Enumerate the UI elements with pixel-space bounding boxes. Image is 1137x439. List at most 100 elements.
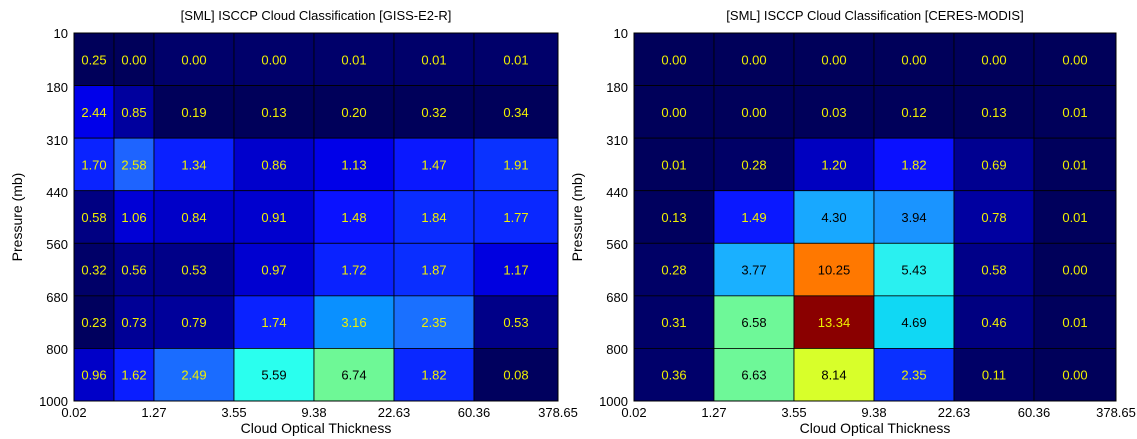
cell-value-label: 1.17 (503, 263, 528, 278)
heatmap-cell (1033, 295, 1117, 349)
cell-value-label: 0.13 (661, 210, 686, 225)
plot-frame (633, 32, 1117, 402)
cell-value-label: 0.19 (181, 105, 206, 120)
heatmap-cell (873, 242, 955, 297)
heatmap-cell (793, 32, 875, 86)
cell-value-label: 0.31 (661, 315, 686, 330)
cell-value-label: 0.13 (261, 105, 286, 120)
cell-value-label: 2.58 (121, 157, 146, 172)
cell-value-label: 0.01 (1062, 105, 1087, 120)
heatmap-cell (313, 85, 395, 139)
heatmap-cell (873, 137, 955, 192)
heatmap-cell (393, 137, 475, 192)
cell-value-label: 0.28 (661, 263, 686, 278)
heatmap-cell (793, 242, 875, 297)
heatmap-cell (113, 137, 155, 192)
heatmap-cell (473, 242, 559, 297)
x-tick-label: 9.38 (861, 405, 886, 420)
cell-value-label: 1.20 (821, 157, 846, 172)
cell-value-label: 0.00 (741, 52, 766, 67)
cell-value-label: 0.20 (341, 105, 366, 120)
cell-value-label: 0.03 (821, 105, 846, 120)
cell-value-label: 2.35 (421, 315, 446, 330)
cell-value-label: 10.25 (818, 263, 851, 278)
cell-value-label: 0.23 (81, 315, 106, 330)
heatmap-cell (633, 190, 715, 244)
heatmap-cell (1033, 32, 1117, 86)
cell-value-label: 1.70 (81, 157, 106, 172)
cell-value-label: 13.34 (818, 315, 851, 330)
heatmap-cell (113, 295, 155, 349)
cell-value-label: 0.32 (81, 263, 106, 278)
x-tick-label: 378.65 (1096, 405, 1136, 420)
x-tick-label: 0.02 (61, 405, 86, 420)
y-tick-label: 10 (614, 26, 628, 41)
cell-value-label: 0.86 (261, 157, 286, 172)
cell-value-label: 0.85 (121, 105, 146, 120)
heatmap-cell (953, 32, 1035, 86)
heatmap-cell (873, 348, 955, 402)
cell-value-label: 2.49 (181, 368, 206, 383)
y-tick-label: 180 (46, 80, 68, 95)
x-tick-label: 378.65 (538, 405, 578, 420)
cell-value-label: 1.72 (341, 263, 366, 278)
y-tick-label: 10 (54, 26, 68, 41)
cell-value-label: 0.73 (121, 315, 146, 330)
cell-value-label: 0.53 (503, 315, 528, 330)
cell-value-label: 0.69 (981, 157, 1006, 172)
cell-value-label: 6.58 (741, 315, 766, 330)
heatmap-panel-1: 0.25 0.00 0.00 0.00 0.01 0.01 0.01 2.44 0.85 0.19… (9, 8, 578, 436)
cell-value-label: 0.36 (661, 368, 686, 383)
x-tick-label: 9.38 (301, 405, 326, 420)
x-tick-label: 22.63 (938, 405, 971, 420)
heatmap-cell (473, 348, 559, 402)
y-tick-label: 180 (606, 80, 628, 95)
cell-value-label: 1.74 (261, 315, 286, 330)
cell-value-label: 0.32 (421, 105, 446, 120)
x-tick-label: 0.02 (621, 405, 646, 420)
cell-value-label: 0.00 (261, 52, 286, 67)
heatmap-cell (473, 85, 559, 139)
cell-value-label: 1.84 (421, 210, 446, 225)
cell-value-label: 0.34 (503, 105, 528, 120)
cell-value-label: 0.13 (981, 105, 1006, 120)
cell-value-label: 0.28 (741, 157, 766, 172)
heatmap-cell (233, 137, 315, 192)
heatmap-cell (793, 85, 875, 139)
heatmap-cell (953, 85, 1035, 139)
cell-value-label: 0.46 (981, 315, 1006, 330)
cell-value-label: 0.01 (503, 52, 528, 67)
heatmap-cell (113, 32, 155, 86)
cell-value-label: 1.82 (901, 157, 926, 172)
heatmap-cell (633, 137, 715, 192)
heatmap-cell (953, 242, 1035, 297)
heatmap-cell (1033, 137, 1117, 192)
cell-value-label: 0.58 (981, 263, 1006, 278)
heatmap-cell (953, 348, 1035, 402)
x-tick-label: 1.27 (141, 405, 166, 420)
heatmap-cell (393, 348, 475, 402)
heatmap-cell (873, 85, 955, 139)
x-tick-label: 3.55 (221, 405, 246, 420)
x-axis-label: Cloud Optical Thickness (241, 420, 392, 436)
heatmap-cell (153, 85, 235, 139)
cell-value-label: 0.96 (81, 368, 106, 383)
cell-value-label: 2.44 (81, 105, 106, 120)
cell-value-label: 1.82 (421, 368, 446, 383)
cell-value-label: 1.13 (341, 157, 366, 172)
cell-value-label: 3.16 (341, 315, 366, 330)
cell-value-label: 0.91 (261, 210, 286, 225)
cell-value-label: 0.00 (121, 52, 146, 67)
cell-value-label: 0.00 (661, 105, 686, 120)
cell-value-label: 0.00 (1062, 263, 1087, 278)
cell-value-label: 6.63 (741, 368, 766, 383)
cell-value-label: 0.84 (181, 210, 206, 225)
chart-title: [SML] ISCCP Cloud Classification [GISS-E… (181, 8, 452, 23)
heatmap-cell (153, 137, 235, 192)
cell-value-label: 1.49 (741, 210, 766, 225)
y-tick-label: 680 (46, 290, 68, 305)
heatmap-cell (713, 32, 795, 86)
cell-value-label: 0.00 (1062, 52, 1087, 67)
heatmap-cell (233, 295, 315, 349)
heatmap-panel-2: 0.00 0.00 0.00 0.00 0.00 0.00 0.00 0.00 0.03 0.12… (569, 8, 1136, 436)
